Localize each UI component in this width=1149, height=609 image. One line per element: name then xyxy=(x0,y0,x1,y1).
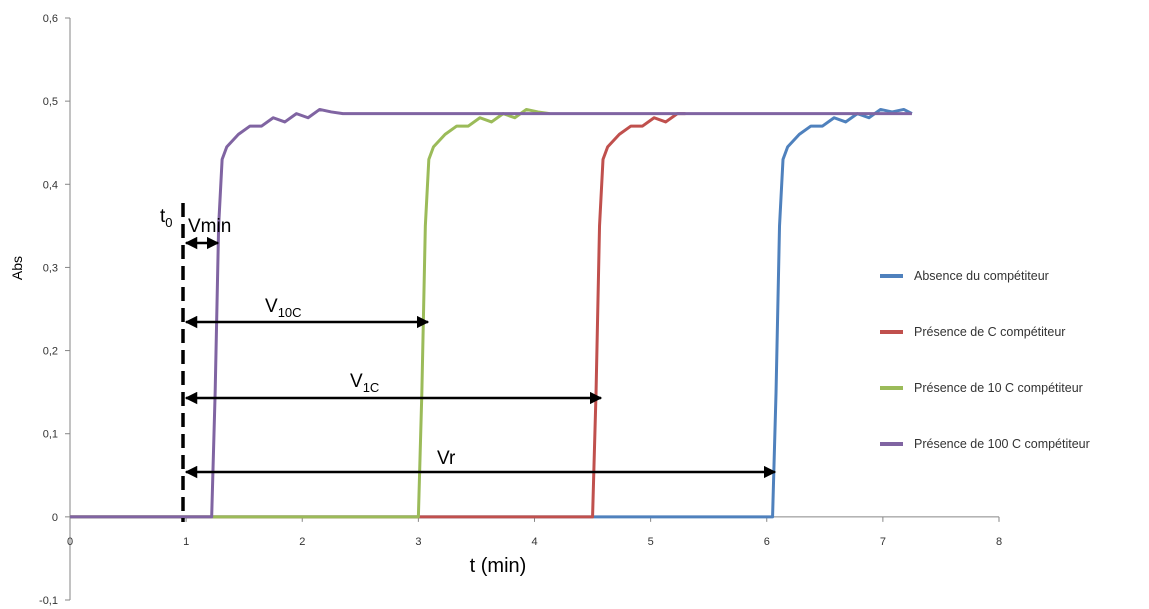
y-tick-label: -0,1 xyxy=(39,595,58,607)
y-tick-label: 0,2 xyxy=(43,346,58,358)
x-tick-label: 4 xyxy=(531,536,537,548)
y-tick-label: 0,1 xyxy=(43,429,58,441)
y-tick-label: 0,4 xyxy=(43,179,58,191)
legend-label: Présence de C compétiteur xyxy=(914,325,1065,339)
annotation-subscript: 0 xyxy=(165,215,172,230)
legend-label: Présence de 10 C compétiteur xyxy=(914,381,1083,395)
x-tick-label: 5 xyxy=(648,536,654,548)
annotation-subscript: 10C xyxy=(278,305,302,320)
series-line xyxy=(70,107,550,519)
y-tick-label: 0 xyxy=(52,512,58,524)
x-tick-label: 8 xyxy=(996,536,1002,548)
annotation: V1C xyxy=(350,371,379,395)
x-tick-label: 3 xyxy=(415,536,421,548)
x-tick-label: 1 xyxy=(183,536,189,548)
annotation: V10C xyxy=(265,296,302,320)
y-tick-label: 0,5 xyxy=(43,96,58,108)
y-axis-title: Abs xyxy=(9,256,25,280)
annotations: t0 Vmin V10C V1C Vr xyxy=(160,203,777,522)
legend-label: Absence du compétiteur xyxy=(914,269,1049,283)
y-tick-label: 0,6 xyxy=(43,13,58,25)
series-line xyxy=(70,107,912,519)
annotation-text: V xyxy=(350,371,363,392)
annotation-text: t xyxy=(160,206,166,227)
annotation-text: Vmin xyxy=(188,216,231,237)
plot-lines xyxy=(70,107,913,519)
x-tick-label: 6 xyxy=(764,536,770,548)
legend: Absence du compétiteur Présence de C comp… xyxy=(880,269,1090,451)
annotation: t0 xyxy=(160,206,173,230)
x-tick-label: 0 xyxy=(67,536,73,548)
series-line xyxy=(70,107,913,519)
x-tick-label: 7 xyxy=(880,536,886,548)
annotation-text: V xyxy=(265,296,278,317)
y-tick-label: 0,3 xyxy=(43,262,58,274)
x-tick-label: 2 xyxy=(299,536,305,548)
x-axis-title: t (min) xyxy=(470,555,527,577)
legend-label: Présence de 100 C compétiteur xyxy=(914,437,1090,451)
annotation: Vr xyxy=(437,448,456,469)
annotation-subscript: 1C xyxy=(363,380,380,395)
series-line xyxy=(70,112,686,519)
annotation-text: Vr xyxy=(437,448,456,469)
annotation: Vmin xyxy=(188,216,231,237)
